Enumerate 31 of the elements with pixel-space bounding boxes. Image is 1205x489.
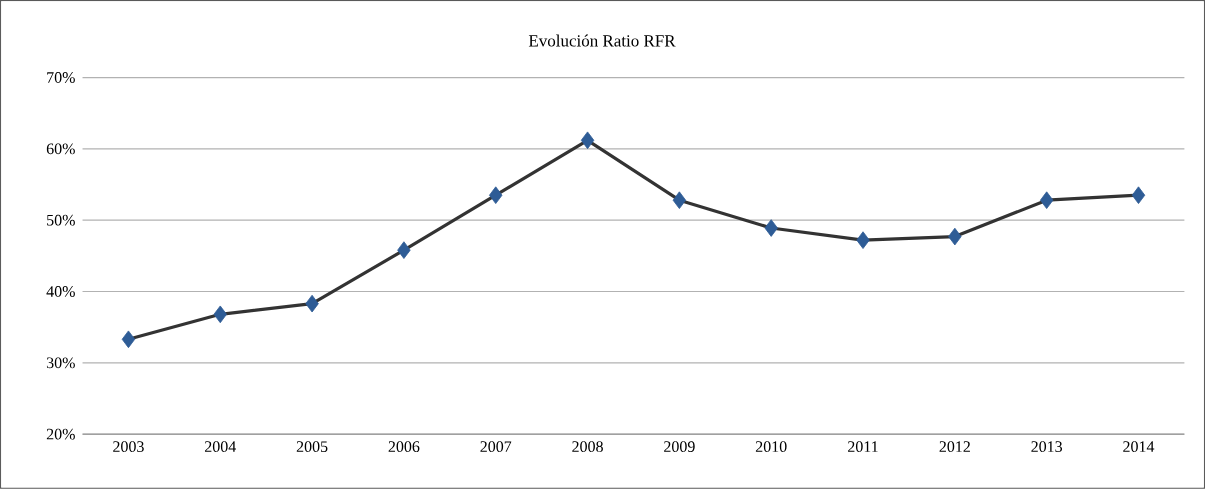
x-tick-label: 2007: [480, 441, 512, 453]
point: [856, 231, 870, 250]
x-tick-label: 2009: [664, 441, 695, 453]
chart-title: Evolución Ratio RFR: [528, 34, 676, 47]
x-tick-label: 2004: [204, 441, 236, 453]
x-tick-label: 2003: [113, 441, 144, 453]
point: [672, 191, 687, 210]
y-tick-label: 70%: [47, 72, 75, 84]
point: [121, 330, 136, 349]
x-tick-label: 2006: [388, 441, 420, 453]
y-tick-label: 40%: [46, 286, 75, 298]
y-tick-label: 50%: [47, 214, 75, 226]
point: [580, 131, 595, 150]
y-tick-label: 60%: [46, 143, 75, 155]
x-tick-label: 2010: [755, 441, 787, 453]
point: [489, 186, 503, 205]
x-tick-label: 2008: [572, 441, 603, 453]
point: [213, 305, 227, 324]
x-tick-label: 2014: [1123, 441, 1155, 453]
y-tick-label: 20%: [46, 428, 75, 440]
x-tick-label: 2012: [939, 441, 970, 453]
y-tick-label: 30%: [46, 357, 75, 369]
point: [1131, 186, 1146, 205]
point: [948, 227, 962, 246]
x-tick-label: 2005: [296, 441, 328, 453]
point: [305, 294, 319, 313]
x-tick-label: 2013: [1031, 441, 1063, 453]
point: [764, 219, 778, 237]
x-tick-label: 2011: [848, 441, 878, 453]
point: [397, 241, 411, 260]
point: [1039, 191, 1054, 210]
